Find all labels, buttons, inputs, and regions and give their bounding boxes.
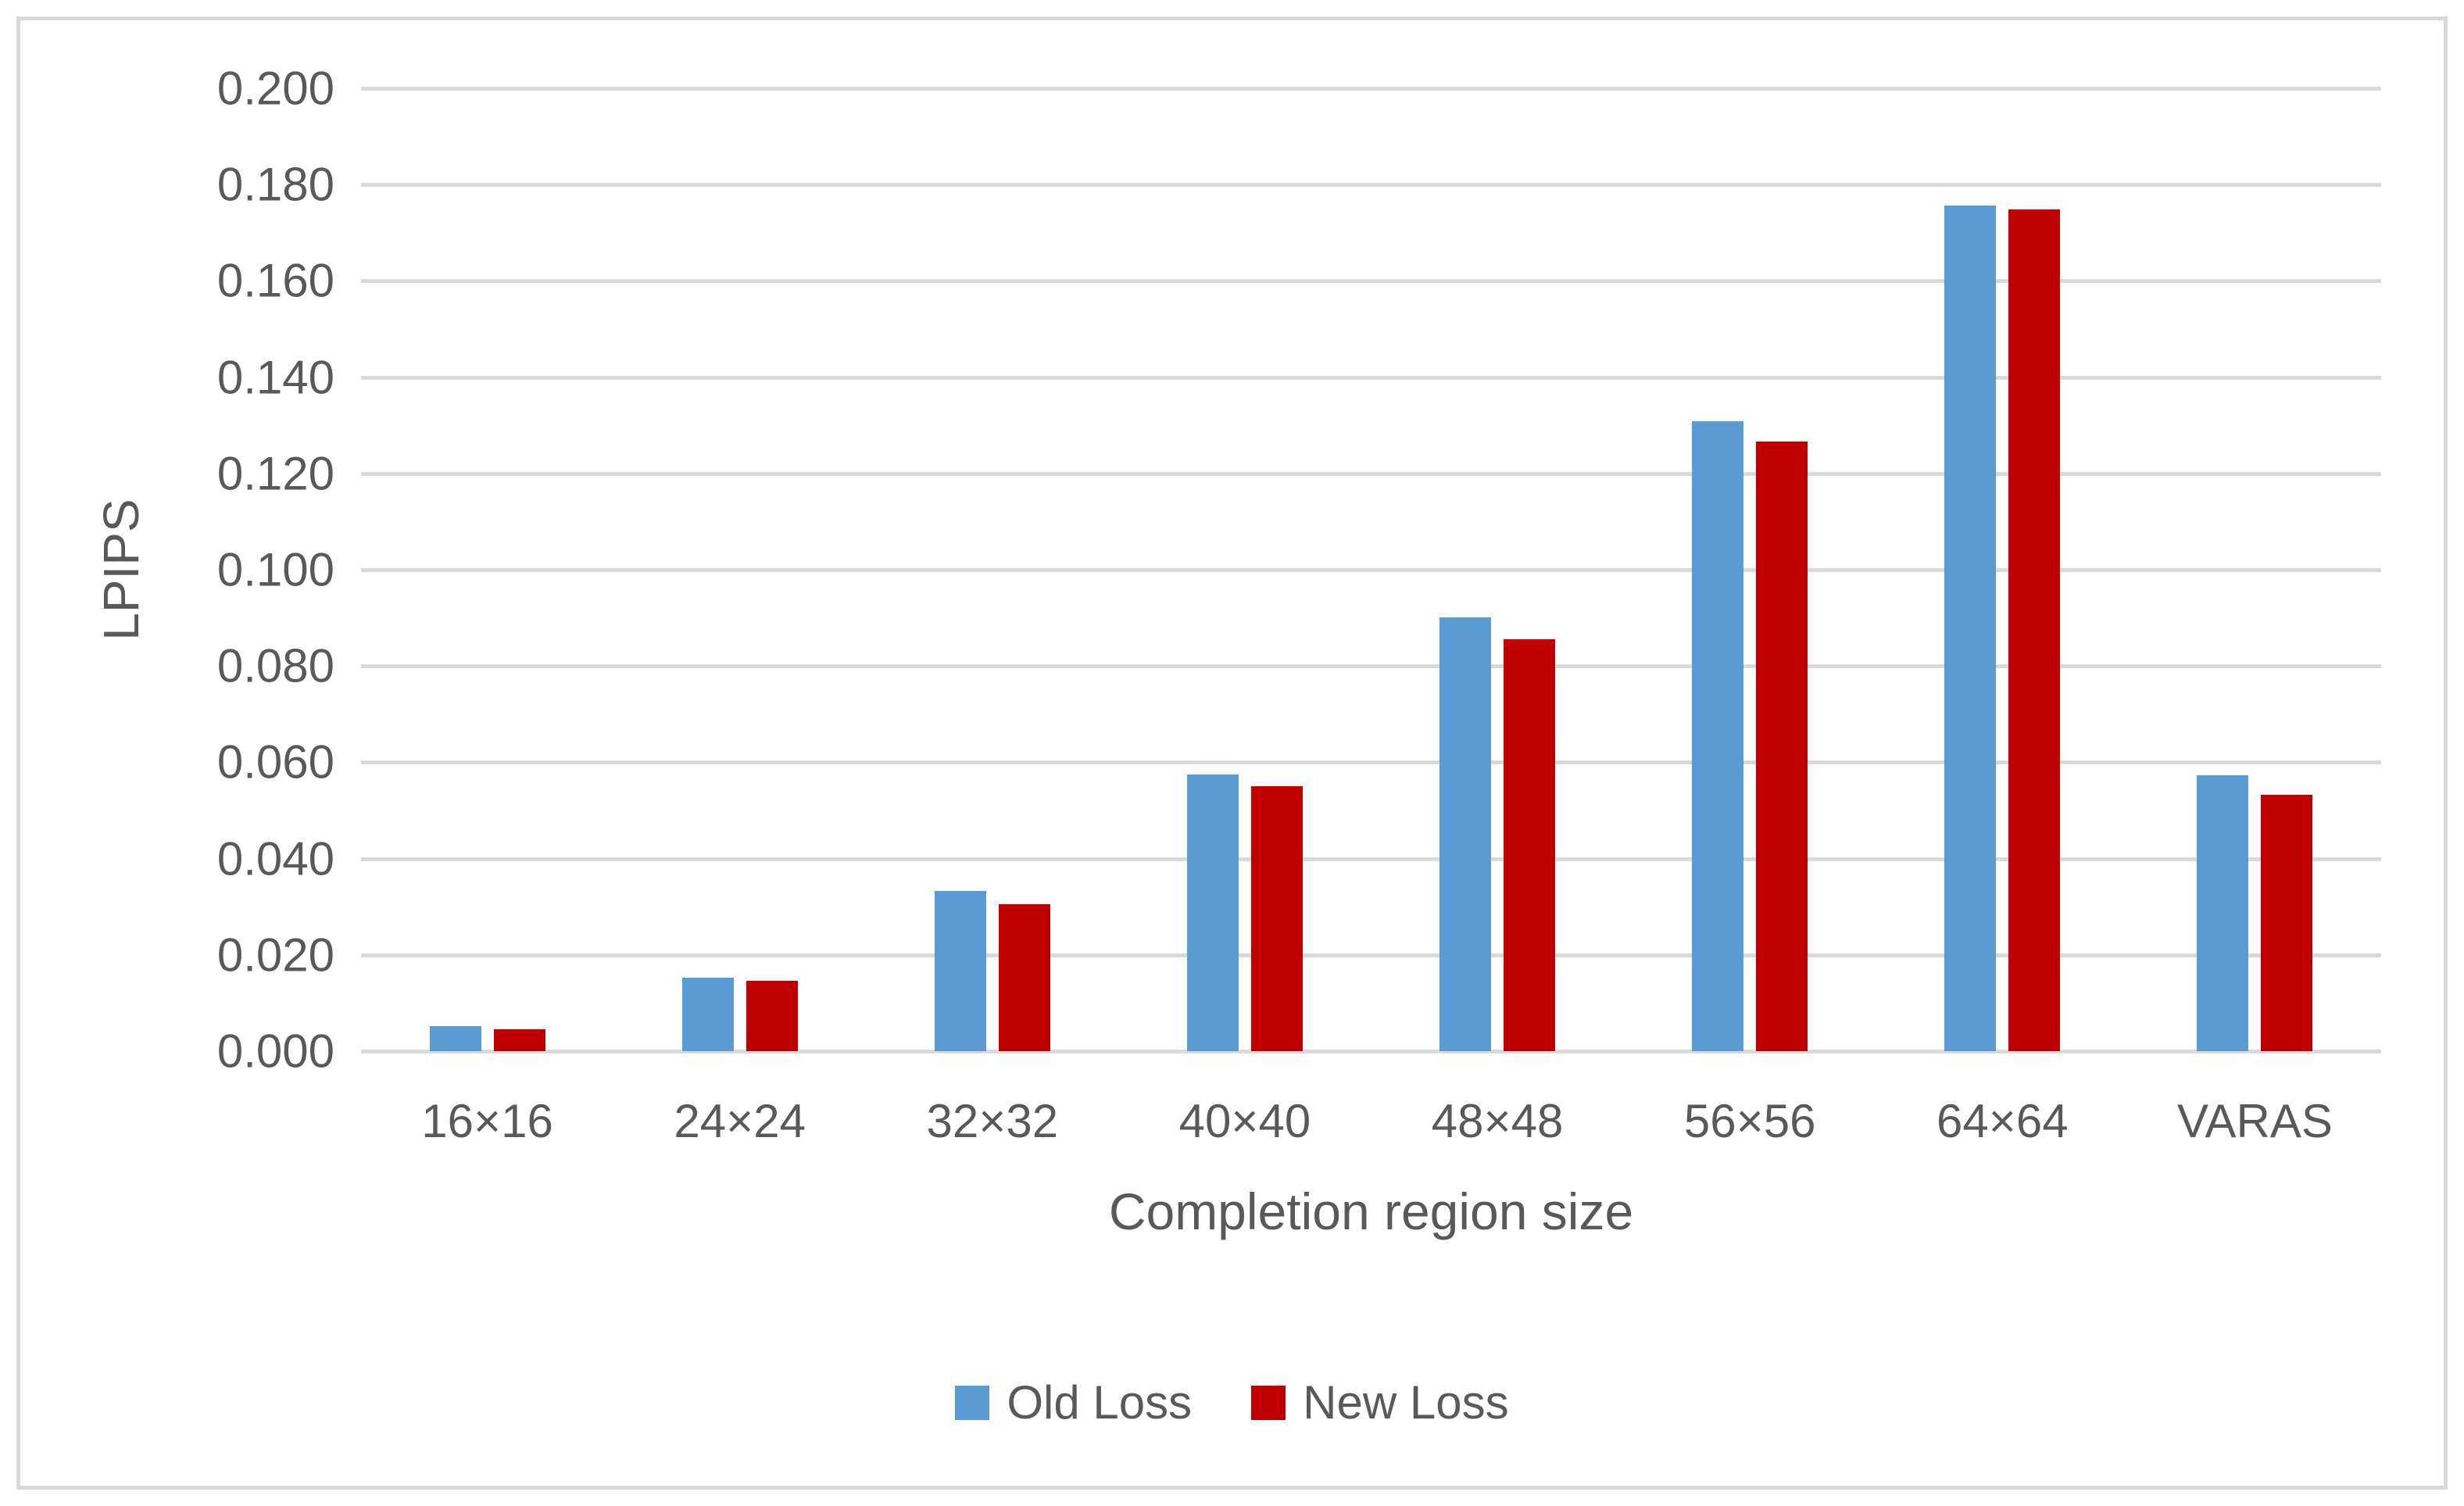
bar-group-48×48 [1371, 88, 1624, 1051]
y-tick-label: 0.080 [216, 639, 334, 692]
gridline [361, 760, 2381, 765]
y-tick-label: 0.000 [216, 1025, 334, 1078]
gridline [361, 664, 2381, 669]
bar-old-loss-40×40 [1186, 774, 1239, 1051]
x-category-label: 48×48 [1431, 1095, 1564, 1147]
bar-group-64×64 [1876, 88, 2129, 1051]
legend-label: Old Loss [1007, 1376, 1193, 1429]
bar-group-VARAS [2129, 88, 2381, 1051]
y-tick-label: 0.120 [216, 447, 334, 500]
bar-old-loss-24×24 [681, 977, 734, 1051]
x-category-label: 16×16 [421, 1095, 553, 1147]
gridline [361, 375, 2381, 380]
y-tick-label: 0.040 [216, 832, 334, 885]
bar-groups [361, 88, 2381, 1051]
gridline [361, 568, 2381, 572]
x-category-label: 40×40 [1178, 1095, 1311, 1147]
bar-new-loss-32×32 [998, 903, 1050, 1051]
bar-group-16×16 [361, 88, 613, 1051]
gridline [361, 279, 2381, 284]
y-tick-label: 0.200 [216, 62, 334, 115]
bar-new-loss-40×40 [1250, 786, 1303, 1051]
legend-swatch-icon [955, 1385, 990, 1420]
gridline [361, 857, 2381, 861]
y-tick-label: 0.180 [216, 158, 334, 211]
legend-item-old-loss: Old Loss [955, 1375, 1192, 1429]
x-category-label: 56×56 [1683, 1095, 1816, 1147]
plot-area [361, 87, 2381, 1053]
bar-old-loss-32×32 [934, 890, 986, 1051]
bar-group-56×56 [1624, 88, 1876, 1051]
bar-old-loss-48×48 [1439, 617, 1492, 1051]
y-tick-label: 0.020 [216, 928, 334, 982]
gridline [361, 471, 2381, 476]
y-tick-label: 0.160 [216, 254, 334, 307]
x-axis: 16×16 24×24 32×32 40×40 48×48 56×56 64×64 VARAS [361, 1094, 2381, 1148]
x-category-label: 64×64 [1937, 1095, 2069, 1147]
x-category-label: 24×24 [674, 1095, 806, 1147]
bar-group-40×40 [1118, 88, 1371, 1051]
bar-new-loss-48×48 [1504, 639, 1556, 1051]
x-category-label: VARAS [2176, 1095, 2333, 1147]
bar-new-loss-16×16 [493, 1029, 545, 1051]
gridline [361, 953, 2381, 957]
gridline [361, 1050, 2381, 1053]
x-axis-title: Completion region size [1108, 1182, 1634, 1240]
figure-border [16, 16, 2448, 1490]
bar-old-loss-VARAS [2197, 775, 2249, 1051]
bar-new-loss-VARAS [2261, 794, 2313, 1051]
x-category-label: 32×32 [926, 1095, 1059, 1147]
legend-label: New Loss [1303, 1376, 1509, 1429]
y-tick-label: 0.100 [216, 543, 334, 596]
y-axis-title: LPIPS [93, 499, 149, 641]
bar-new-loss-56×56 [1756, 442, 1808, 1051]
bar-new-loss-24×24 [746, 981, 798, 1051]
legend-item-new-loss: New Loss [1251, 1375, 1509, 1429]
bar-new-loss-64×64 [2008, 209, 2061, 1051]
gridline [361, 87, 2381, 91]
bar-group-24×24 [613, 88, 866, 1051]
y-tick-label: 0.060 [216, 735, 334, 789]
y-tick-label: 0.140 [216, 351, 334, 404]
bar-old-loss-64×64 [1944, 206, 1997, 1051]
bar-group-32×32 [866, 88, 1118, 1051]
gridline [361, 183, 2381, 188]
legend-swatch-icon [1251, 1385, 1286, 1420]
bar-old-loss-56×56 [1692, 420, 1744, 1051]
bar-old-loss-16×16 [429, 1025, 481, 1051]
legend: Old Loss New Loss [0, 1375, 2464, 1429]
y-axis: 0.000 0.020 0.040 0.060 0.080 0.100 0.120 0.140… [0, 63, 334, 1078]
